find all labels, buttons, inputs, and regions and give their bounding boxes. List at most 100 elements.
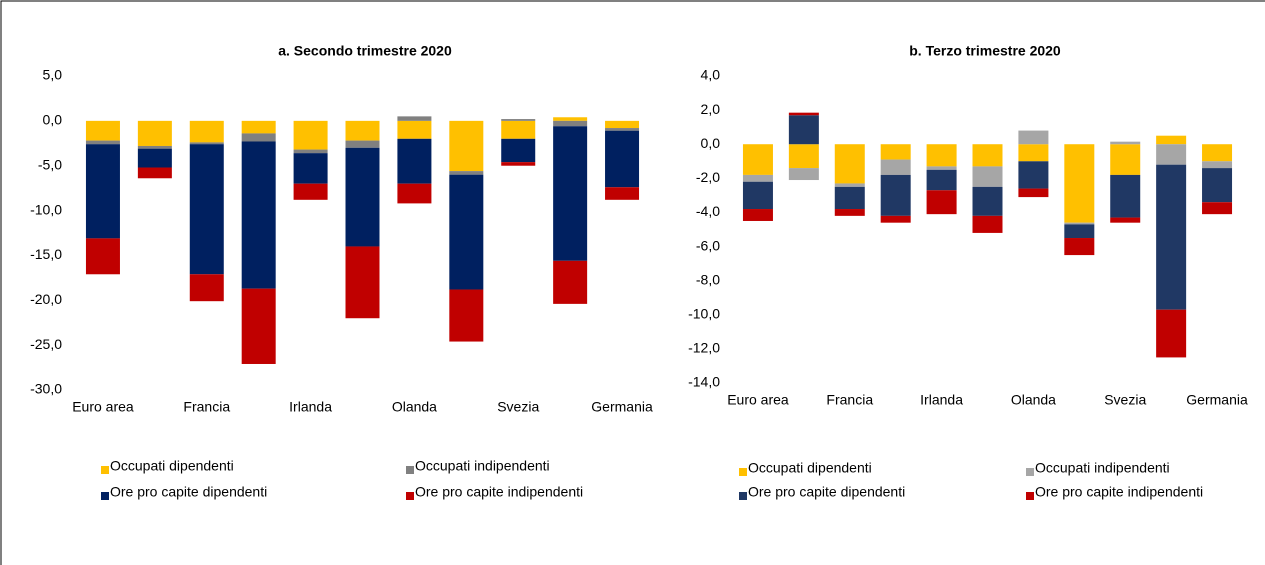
x-tick-label: Francia <box>826 392 873 408</box>
bar-segment <box>834 183 865 187</box>
bar-segment <box>241 141 276 289</box>
y-tick-label: -10,0 <box>688 305 720 321</box>
bar-segment <box>293 183 328 200</box>
bar-segment <box>241 120 276 134</box>
x-tick-label: Olanda <box>392 399 437 415</box>
bar-segment <box>293 149 328 154</box>
bar-segment <box>605 128 640 131</box>
bar-segment <box>1156 164 1187 310</box>
bar-segment <box>834 144 865 184</box>
legend-swatch <box>406 466 414 474</box>
bar-segment <box>1156 144 1187 165</box>
bar-segment <box>345 140 380 148</box>
bar-segment <box>1110 217 1141 223</box>
legend-label: Occupati dipendenti <box>110 458 234 474</box>
bar-segment <box>1110 144 1141 175</box>
x-tick-label: Svezia <box>1104 392 1146 408</box>
y-tick-label: -2,0 <box>696 169 720 185</box>
bar-segment <box>1064 238 1095 256</box>
bar-segment <box>1110 174 1141 218</box>
bar-segment <box>189 120 224 143</box>
bar-segment <box>742 181 773 210</box>
legend-label: Ore pro capite dipendenti <box>748 484 905 500</box>
bar-segment <box>1202 202 1233 215</box>
bar-segment <box>553 120 588 127</box>
chart-title: a. Secondo trimestre 2020 <box>278 43 452 59</box>
x-tick-label: Germania <box>1186 392 1248 408</box>
y-tick-label: -6,0 <box>696 237 720 253</box>
legend-swatch <box>1026 468 1034 476</box>
bar-segment <box>742 209 773 221</box>
bar-segment <box>137 120 172 146</box>
bar-segment <box>1018 130 1049 145</box>
legend-swatch <box>739 468 747 476</box>
bar-segment <box>501 138 536 163</box>
bar-segment <box>1018 188 1049 198</box>
chart-title: b. Terzo trimestre 2020 <box>909 43 1061 59</box>
y-tick-label: -5,0 <box>38 156 62 172</box>
bar-segment <box>553 260 588 304</box>
bar-segment <box>553 117 588 121</box>
bar-segment <box>501 162 536 166</box>
bar-segment <box>605 120 640 129</box>
bar-segment <box>501 120 536 139</box>
bar-segment <box>972 215 1003 233</box>
bar-segment <box>85 238 120 275</box>
bar-segment <box>345 147 380 247</box>
bar-segment <box>788 115 819 145</box>
legend-swatch <box>739 492 747 500</box>
bar-segment <box>241 133 276 142</box>
bar-segment <box>1202 161 1233 169</box>
bar-segment <box>501 119 536 121</box>
bar-segment <box>972 166 1003 187</box>
bar-segment <box>137 167 172 179</box>
bar-segment <box>293 153 328 184</box>
bar-segment <box>1018 161 1049 189</box>
bar-segment <box>137 148 172 168</box>
bar-segment <box>788 144 819 169</box>
legend-swatch <box>101 492 109 500</box>
bar-segment <box>742 174 773 182</box>
y-tick-label: 0,0 <box>701 135 721 151</box>
bar-segment <box>1064 224 1095 239</box>
bar-segment <box>397 183 432 204</box>
bar-segment <box>293 120 328 150</box>
bar-segment <box>926 166 957 170</box>
legend-label: Occupati dipendenti <box>748 460 872 476</box>
y-tick-label: 0,0 <box>43 112 63 128</box>
bar-segment <box>788 112 819 116</box>
bar-segment <box>1064 144 1095 223</box>
bar-segment <box>397 116 432 121</box>
bar-segment <box>189 144 224 275</box>
bar-segment <box>85 144 120 239</box>
legend-swatch <box>406 492 414 500</box>
bar-segment <box>449 120 484 172</box>
bar-segment <box>880 159 911 175</box>
y-tick-label: 4,0 <box>701 67 721 83</box>
legend-swatch <box>1026 492 1034 500</box>
x-tick-label: Irlanda <box>289 399 332 415</box>
legend-label: Occupati indipendenti <box>1035 460 1170 476</box>
bar-segment <box>1156 135 1187 145</box>
y-tick-label: -15,0 <box>30 246 62 262</box>
bar-segment <box>85 140 120 145</box>
legend-label: Occupati indipendenti <box>415 458 550 474</box>
bar-segment <box>449 174 484 290</box>
y-tick-label: 2,0 <box>701 101 721 117</box>
bar-segment <box>449 289 484 342</box>
bar-segment <box>1202 168 1233 203</box>
y-tick-label: 5,0 <box>43 67 63 83</box>
bar-segment <box>1156 309 1187 358</box>
bar-segment <box>926 144 957 167</box>
x-tick-label: Euro area <box>72 399 134 415</box>
bar-segment <box>1110 141 1141 145</box>
bar-segment <box>742 144 773 175</box>
y-tick-label: -20,0 <box>30 291 62 307</box>
bar-segment <box>85 120 120 141</box>
bar-segment <box>880 174 911 216</box>
legend-label: Ore pro capite indipendenti <box>1035 484 1203 500</box>
bar-segment <box>926 190 957 215</box>
bar-segment <box>345 120 380 141</box>
